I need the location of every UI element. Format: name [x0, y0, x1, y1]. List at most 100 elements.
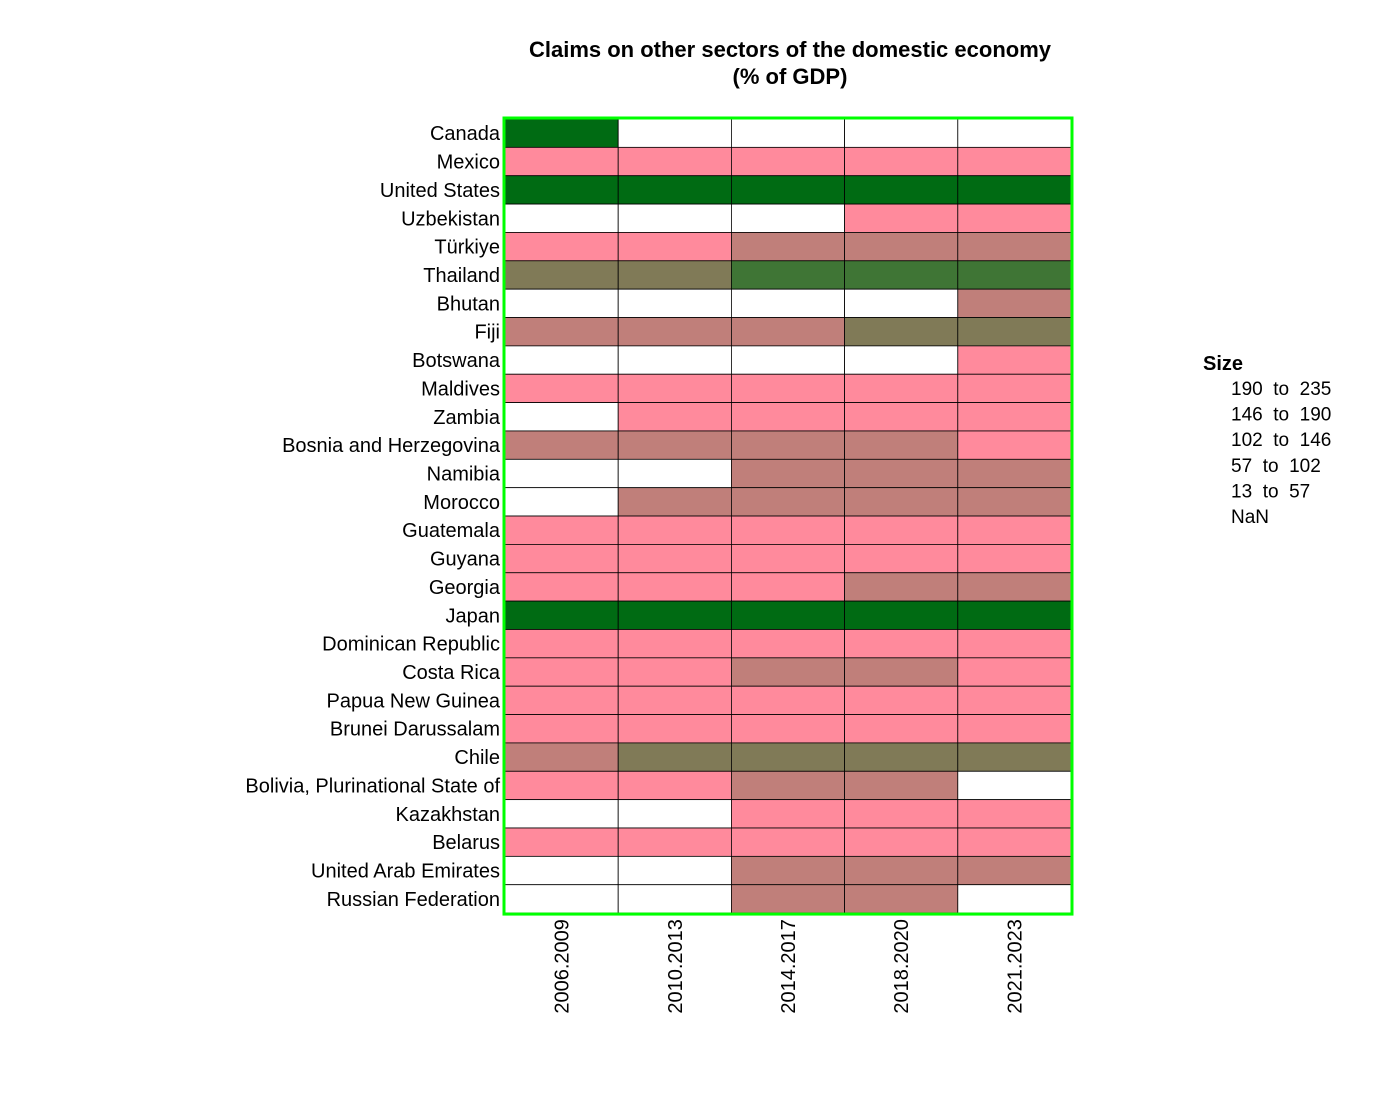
heatmap-cell — [731, 430, 846, 460]
heatmap-cell — [504, 260, 619, 290]
row-label: Bolivia, Plurinational State of — [245, 775, 500, 797]
heatmap-cell — [844, 260, 959, 290]
heatmap-cell — [844, 770, 959, 801]
heatmap-cell — [731, 600, 846, 630]
row-label: Russian Federation — [327, 889, 500, 911]
heatmap-cell — [617, 232, 732, 262]
chart-title-line: (% of GDP) — [733, 64, 848, 89]
heatmap-cell — [504, 118, 619, 148]
heatmap-cell — [617, 402, 732, 432]
row-label: Guatemala — [402, 520, 501, 542]
heatmap-cell — [844, 742, 959, 772]
heatmap-cell — [957, 770, 1072, 801]
heatmap-cell — [504, 515, 619, 545]
heatmap-cells — [504, 118, 1072, 914]
heatmap-cell — [731, 629, 846, 659]
heatmap-cell — [504, 799, 619, 829]
heatmap-cell — [957, 146, 1072, 177]
heatmap-cell — [731, 855, 846, 886]
heatmap-cell — [617, 118, 732, 148]
heatmap-cell — [617, 600, 732, 630]
heatmap-cell — [617, 799, 732, 829]
heatmap-cell — [617, 884, 732, 914]
heatmap-cell — [957, 855, 1072, 886]
heatmap-cell — [504, 629, 619, 659]
row-label: Fiji — [474, 322, 500, 344]
heatmap-cell — [504, 714, 619, 744]
heatmap-cell — [957, 827, 1072, 857]
heatmap-cell — [504, 146, 619, 177]
heatmap-cell — [957, 373, 1072, 403]
heatmap-cell — [731, 685, 846, 715]
row-labels: Canada Mexico United States Uzbekistan Türki… — [245, 123, 500, 911]
row-label: Canada — [430, 123, 501, 145]
heatmap-cell — [617, 373, 732, 403]
heatmap-cell — [504, 544, 619, 574]
plot-frame — [502, 116, 1074, 916]
heatmap-cell — [957, 175, 1072, 205]
heatmap-cell — [731, 146, 846, 177]
heatmap-cell — [617, 146, 732, 177]
heatmap-cell — [957, 657, 1072, 687]
legend-title: Size — [1203, 353, 1243, 375]
heatmap-cell — [844, 317, 959, 347]
heatmap-cell — [731, 572, 846, 602]
heatmap-cell — [844, 714, 959, 744]
heatmap-cell — [957, 118, 1072, 148]
heatmap-cell — [844, 345, 959, 375]
heatmap-cell — [504, 600, 619, 630]
row-label: Mexico — [437, 152, 500, 174]
heatmap-cell — [844, 118, 959, 148]
row-label: Uzbekistan — [401, 208, 500, 230]
heatmap-cell — [504, 458, 619, 489]
heatmap-cell — [957, 260, 1072, 290]
column-label: 2014.2017 — [778, 919, 800, 1014]
row-label: Botswana — [412, 350, 501, 372]
heatmap-cell — [844, 175, 959, 205]
heatmap-cell — [731, 770, 846, 801]
row-label: United States — [380, 180, 500, 202]
legend-entry: 102 to 146 — [1231, 430, 1331, 451]
heatmap-cell — [731, 175, 846, 205]
heatmap-cell — [957, 487, 1072, 517]
heatmap-cell — [617, 572, 732, 602]
heatmap-cell — [617, 657, 732, 687]
heatmap-cell — [731, 260, 846, 290]
heatmap-cell — [617, 770, 732, 801]
heatmap-cell — [617, 742, 732, 772]
heatmap-cell — [957, 685, 1072, 715]
heatmap-cell — [844, 232, 959, 262]
column-label: 2018.2020 — [891, 919, 913, 1014]
heatmap-cell — [957, 317, 1072, 347]
legend-entry: 13 to 57 — [1231, 481, 1310, 502]
row-label: Guyana — [430, 549, 501, 571]
heatmap-cell — [957, 629, 1072, 659]
chart-title: Claims on other sectors of the domestic … — [529, 37, 1052, 89]
heatmap-cell — [844, 515, 959, 545]
heatmap-cell — [844, 430, 959, 460]
heatmap-cell — [957, 402, 1072, 432]
heatmap-cell — [957, 515, 1072, 545]
legend-entry: NaN — [1231, 507, 1269, 528]
heatmap-cell — [844, 799, 959, 829]
heatmap-cell — [731, 458, 846, 489]
heatmap-cell — [731, 317, 846, 347]
heatmap-cell — [731, 884, 846, 914]
row-label: Chile — [454, 747, 500, 769]
row-label: Türkiye — [434, 237, 500, 259]
heatmap-cell — [844, 884, 959, 914]
chart-title-line: Claims on other sectors of the domestic … — [529, 37, 1052, 62]
heatmap-cell — [617, 175, 732, 205]
heatmap-cell — [844, 146, 959, 177]
row-label: Dominican Republic — [322, 634, 500, 656]
row-label: Costa Rica — [402, 662, 501, 684]
column-labels: 2006.2009 2010.2013 2014.2017 2018.2020 2021… — [552, 919, 1027, 1014]
row-label: Maldives — [421, 378, 500, 400]
heatmap-cell — [504, 742, 619, 772]
heatmap-cell — [504, 855, 619, 886]
heatmap-cell — [844, 657, 959, 687]
heatmap-cell — [844, 544, 959, 574]
heatmap-cell — [844, 458, 959, 489]
heatmap-cell — [844, 572, 959, 602]
